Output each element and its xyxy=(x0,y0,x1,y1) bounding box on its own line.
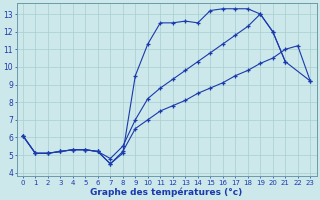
X-axis label: Graphe des températures (°c): Graphe des températures (°c) xyxy=(91,187,243,197)
